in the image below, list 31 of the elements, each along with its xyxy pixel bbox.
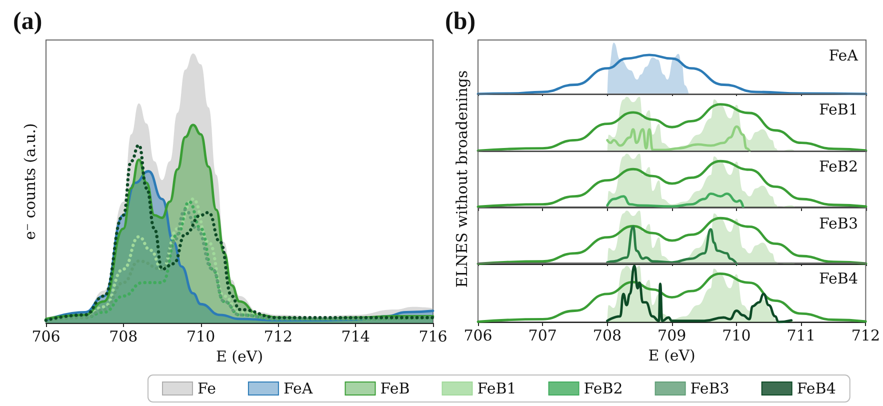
x-tick-label: 714 [341, 328, 370, 346]
x-axis-title: E (eV) [216, 347, 264, 366]
annotation: FeB3 [818, 214, 858, 232]
x-tick-label: 712 [851, 326, 880, 344]
legend-label: Fe [198, 380, 216, 398]
chart-title: (a) [13, 8, 42, 35]
x-tick-label: 706 [32, 328, 60, 346]
x-tick-label: 710 [186, 328, 216, 346]
y-axis-title: ELNES without broadenings [453, 70, 471, 288]
x-tick-label: 707 [528, 326, 557, 344]
x-tick-label: 708 [109, 328, 138, 346]
annotation: FeB4 [818, 270, 858, 288]
x-tick-label: 708 [592, 326, 622, 344]
legend-label: FeB2 [584, 380, 623, 398]
x-tick-label: 712 [264, 328, 293, 346]
annotation: FeB1 [818, 100, 858, 118]
annotation: FeB2 [818, 158, 858, 176]
x-tick-label: 709 [658, 326, 686, 344]
x-tick-label: 711 [786, 326, 816, 344]
x-axis-title: E (eV) [648, 346, 696, 364]
annotation: FeA [828, 46, 858, 64]
x-tick-label: 706 [464, 326, 492, 344]
legend-label: FeB4 [796, 380, 836, 398]
legend-label: FeB1 [477, 380, 516, 398]
x-tick-label: 716 [418, 328, 448, 346]
legend-label: FeB [380, 380, 410, 398]
legend-label: FeB3 [690, 380, 730, 398]
y-axis-title: e⁻ counts (a.u.) [21, 123, 39, 240]
chart-title: (b) [445, 8, 476, 35]
legend-label: FeA [283, 380, 313, 398]
x-tick-label: 710 [722, 326, 751, 344]
